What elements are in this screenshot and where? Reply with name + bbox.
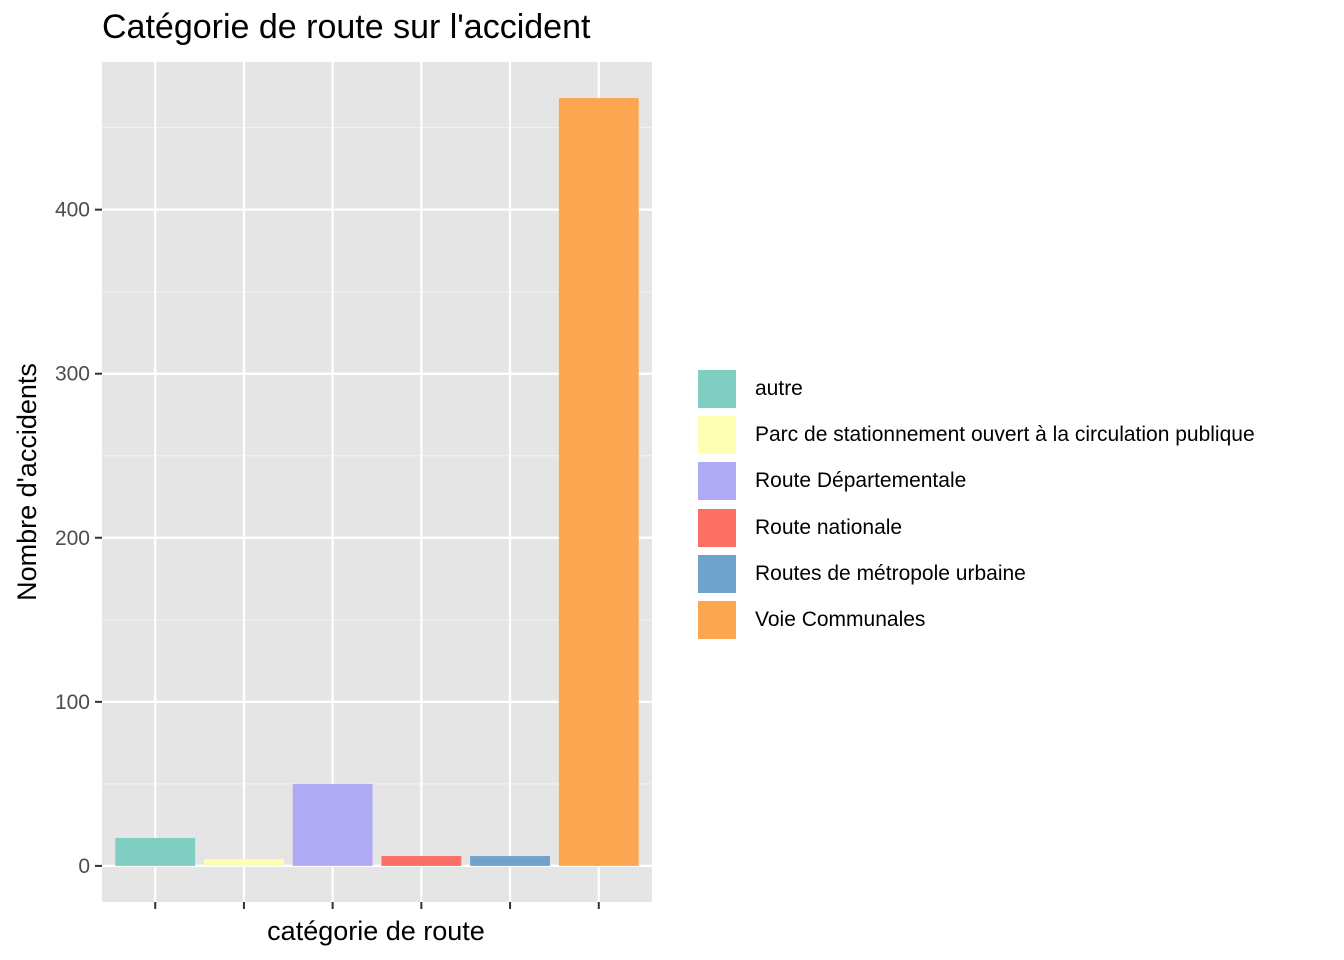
legend-key [697, 600, 737, 641]
legend-key [697, 415, 737, 456]
legend-item: Parc de stationnement ouvert à la circul… [697, 412, 1255, 458]
legend-label: autre [755, 377, 803, 401]
legend-item: autre [697, 366, 1255, 412]
y-axis: 0 100 200 300 400 [55, 199, 102, 878]
y-axis-title: Nombre d'accidents [12, 363, 42, 601]
y-tick-label: 400 [55, 199, 90, 222]
legend-key [697, 369, 737, 410]
legend-item: Routes de métropole urbaine [697, 551, 1255, 597]
bar [558, 98, 639, 866]
bar [292, 783, 373, 866]
legend-label: Parc de stationnement ouvert à la circul… [755, 423, 1255, 447]
y-tick-label: 100 [55, 691, 90, 714]
bars [115, 98, 639, 866]
x-axis-title: catégorie de route [267, 916, 485, 946]
legend-key [697, 507, 737, 548]
legend-item: Route Départementale [697, 458, 1255, 504]
legend-key [697, 461, 737, 502]
bar [204, 859, 284, 866]
legend-label: Route Départementale [755, 469, 967, 493]
bar [381, 856, 462, 866]
bar [115, 838, 196, 866]
chart-title: Catégorie de route sur l'accident [102, 8, 591, 46]
y-tick-label: 200 [55, 527, 90, 550]
legend: autre Parc de stationnement ouvert à la c… [697, 366, 1255, 643]
legend-key [697, 553, 737, 594]
legend-label: Route nationale [755, 515, 903, 539]
legend-item: Route nationale [697, 505, 1255, 551]
y-tick-label: 300 [55, 363, 90, 386]
y-tick-label: 0 [78, 855, 90, 878]
x-axis [154, 902, 600, 909]
bar [470, 856, 550, 866]
legend-label: Voie Communales [755, 608, 926, 632]
legend-label: Routes de métropole urbaine [755, 561, 1026, 585]
legend-item: Voie Communales [697, 597, 1255, 643]
